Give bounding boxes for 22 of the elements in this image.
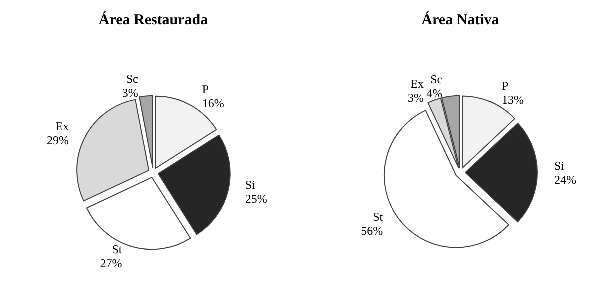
slice-label: St [112, 242, 123, 256]
slice-label: Ex [410, 76, 424, 91]
slice-label: Si [245, 178, 256, 192]
data-label: 29% [46, 133, 69, 148]
data-label: 3% [408, 90, 424, 105]
data-label: 3% [122, 86, 138, 100]
slice-label: St [373, 210, 384, 224]
data-label: 56% [361, 224, 384, 238]
slice-label: Ex [56, 119, 69, 134]
chart-title: Área Restaurada [98, 12, 209, 28]
slice-label: Sc [126, 72, 138, 86]
data-label: 27% [100, 256, 122, 270]
data-label: 16% [202, 96, 224, 111]
data-label: 24% [554, 172, 576, 187]
chart-title: Área Nativa [422, 12, 500, 28]
slice-label: Si [554, 158, 566, 173]
slice-label: P [202, 82, 210, 97]
data-label: 13% [502, 92, 524, 107]
data-label: 4% [426, 86, 443, 100]
slice-label: P [502, 78, 510, 93]
slice-label: Sc [430, 72, 443, 86]
data-label: 25% [245, 192, 268, 206]
